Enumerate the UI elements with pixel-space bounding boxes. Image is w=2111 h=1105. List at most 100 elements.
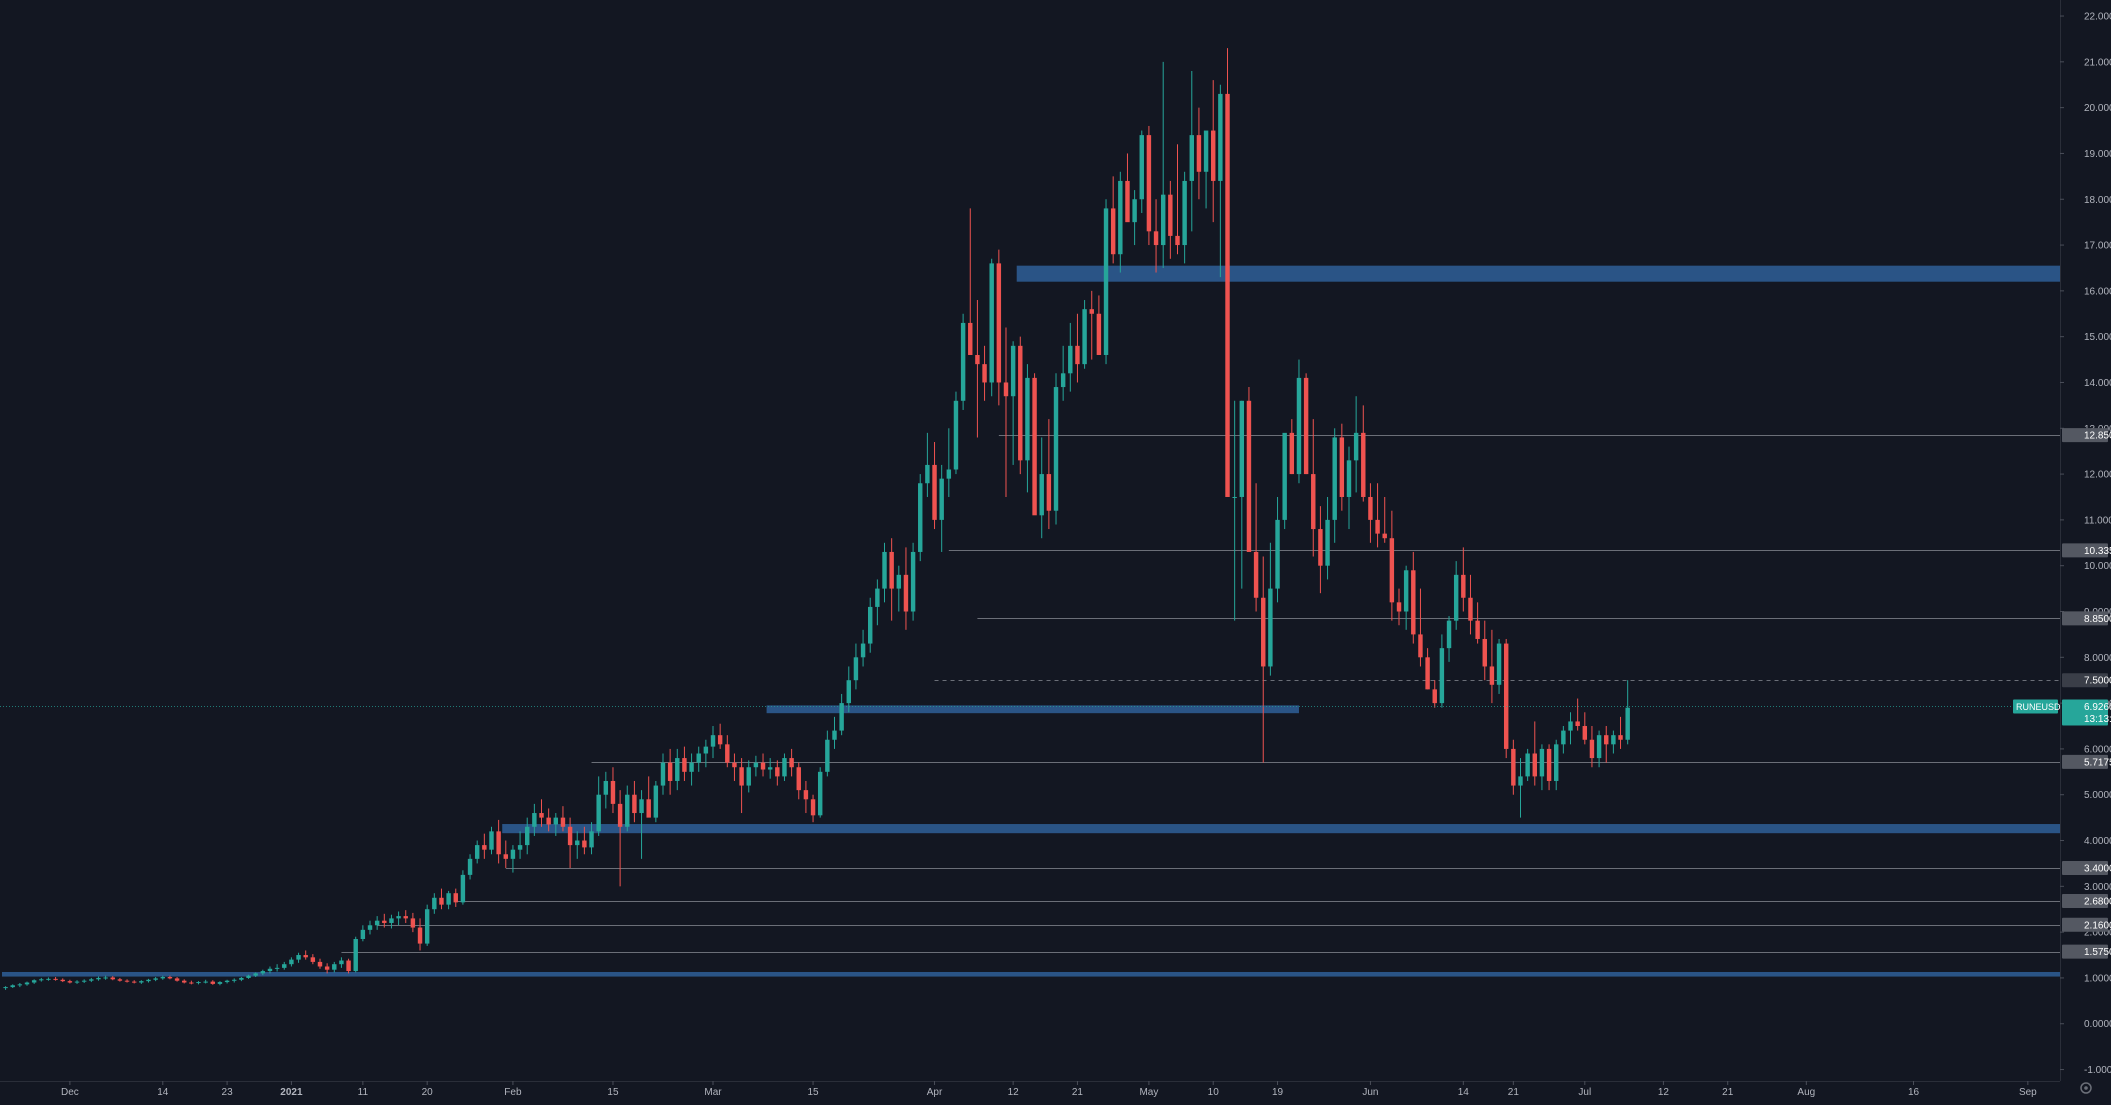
candle-body-16 — [117, 979, 123, 981]
candle-body-34 — [246, 975, 251, 978]
last-price-tag-bg — [2062, 699, 2108, 726]
candle-body-84 — [603, 780, 609, 795]
candle-body-110 — [789, 758, 794, 768]
candle-body-200 — [1432, 689, 1437, 704]
candle-body-82 — [589, 831, 594, 848]
price-tag-label-6: 2.6800 — [2084, 896, 2111, 907]
price-tag-bg-2 — [2062, 611, 2108, 626]
time-tick-label-4: 11 — [358, 1087, 369, 1098]
candle-body-128 — [918, 483, 923, 552]
candle-body-227 — [1625, 707, 1630, 740]
candle-body-25 — [182, 980, 187, 983]
candle-body-134 — [960, 322, 966, 401]
candle-body-170 — [1218, 93, 1223, 181]
time-axis[interactable]: Dec 14 23 2021 11 20 Feb 15 Mar 15 Apr 12 21 May 10 19 J… — [0, 1081, 2111, 1100]
time-tick-label-3: 2021 — [280, 1087, 303, 1098]
candle-body-218 — [1561, 730, 1566, 745]
candle-body-102 — [732, 762, 737, 768]
chart-settings-icon[interactable] — [2080, 1082, 2092, 1094]
candle-body-7 — [53, 978, 58, 980]
candle-body-169 — [1211, 130, 1216, 181]
candle-body-83 — [596, 794, 601, 832]
candle-body-2 — [17, 984, 23, 986]
candle-body-167 — [1196, 135, 1202, 172]
candle-body-217 — [1554, 744, 1559, 781]
candle-body-29 — [210, 981, 216, 984]
candle-body-89 — [639, 799, 644, 814]
candle-body-17 — [124, 980, 130, 982]
candle-body-43 — [310, 957, 316, 962]
time-tick-label-14: 10 — [1208, 1087, 1220, 1098]
candle-body-108 — [775, 767, 780, 777]
time-tick-label-13: May — [1139, 1087, 1158, 1098]
candle-body-74 — [532, 813, 537, 827]
candle-body-23 — [167, 977, 173, 979]
candle-body-140 — [1003, 382, 1009, 397]
candle-body-142 — [1018, 345, 1023, 461]
candle-body-54 — [389, 918, 394, 923]
candle-body-91 — [653, 785, 659, 818]
candle-body-192 — [1375, 519, 1380, 534]
time-tick-label-20: 12 — [1658, 1087, 1670, 1098]
candle-body-130 — [932, 464, 937, 520]
candle-body-75 — [539, 813, 544, 818]
candle-body-22 — [160, 977, 165, 979]
candle-body-86 — [617, 803, 623, 827]
candle-body-115 — [825, 739, 830, 772]
candle-body-122 — [875, 588, 880, 607]
candle-body-101 — [725, 744, 730, 763]
candle-body-178 — [1275, 519, 1280, 589]
candle-body-1 — [10, 985, 15, 988]
candle-body-123 — [882, 551, 887, 589]
candle-body-56 — [403, 916, 408, 919]
candle-body-143 — [1025, 377, 1030, 461]
candle-body-10 — [74, 981, 80, 983]
price-tag-bg-3 — [2062, 673, 2108, 688]
candle-body-190 — [1361, 432, 1366, 497]
candle-body-196 — [1403, 570, 1409, 612]
candle-body-51 — [367, 925, 373, 930]
zone-1 — [766, 705, 1299, 714]
candle-body-65 — [467, 858, 473, 875]
zone-0 — [1016, 265, 2061, 282]
candle-body-127 — [910, 551, 916, 612]
candle-body-6 — [46, 978, 51, 980]
candle-body-28 — [203, 981, 208, 983]
price-tag-bg-7 — [2062, 917, 2108, 932]
candles — [3, 48, 1630, 990]
candle-body-111 — [796, 767, 801, 791]
candle-body-185 — [1325, 519, 1330, 566]
candle-body-182 — [1303, 377, 1309, 475]
candle-body-18 — [131, 981, 137, 983]
candle-body-175 — [1253, 551, 1259, 598]
price-tag-label-1: 10.3355 — [2084, 546, 2111, 557]
candle-body-93 — [667, 762, 673, 781]
candle-body-149 — [1068, 345, 1073, 374]
candle-body-207 — [1482, 638, 1487, 667]
symbol-tag-label: RUNEUSD — [2016, 702, 2061, 712]
candle-body-223 — [1596, 735, 1602, 759]
candle-body-216 — [1546, 748, 1552, 781]
candle-body-222 — [1589, 739, 1595, 759]
candle-body-76 — [546, 817, 551, 825]
candle-body-24 — [174, 978, 180, 981]
candle-body-226 — [1618, 735, 1623, 740]
time-tick-label-10: Apr — [927, 1087, 943, 1098]
candle-body-136 — [975, 354, 980, 365]
candle-body-188 — [1346, 460, 1352, 497]
candle-body-183 — [1311, 474, 1316, 530]
candle-body-106 — [760, 762, 766, 770]
candle-body-168 — [1203, 130, 1209, 172]
candle-body-125 — [896, 574, 902, 589]
candle-body-12 — [89, 979, 94, 981]
candle-body-53 — [382, 920, 387, 923]
candle-body-112 — [803, 790, 809, 800]
